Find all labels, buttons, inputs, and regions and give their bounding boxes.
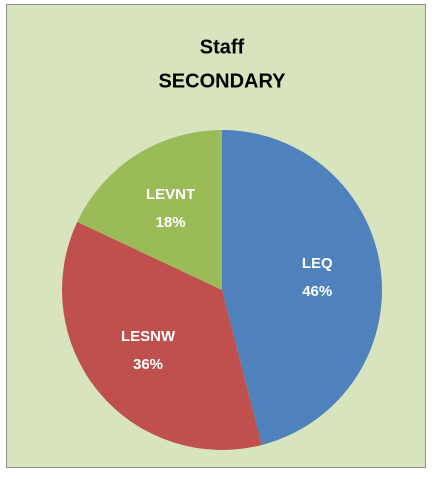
- chart-title: Staff: [200, 36, 245, 58]
- chart-subtitle: SECONDARY: [158, 70, 286, 92]
- pie-slice: [222, 130, 382, 445]
- slice-category-label: LEVNT: [146, 186, 195, 203]
- slice-category-label: LEQ: [302, 255, 333, 272]
- pie-slice: [77, 130, 223, 290]
- slice-value-label: 36%: [133, 356, 163, 373]
- pie-slice: [62, 221, 262, 450]
- slice-value-label: 46%: [302, 283, 332, 300]
- slice-category-label: LESNW: [121, 328, 176, 345]
- slice-value-label: 18%: [156, 214, 186, 231]
